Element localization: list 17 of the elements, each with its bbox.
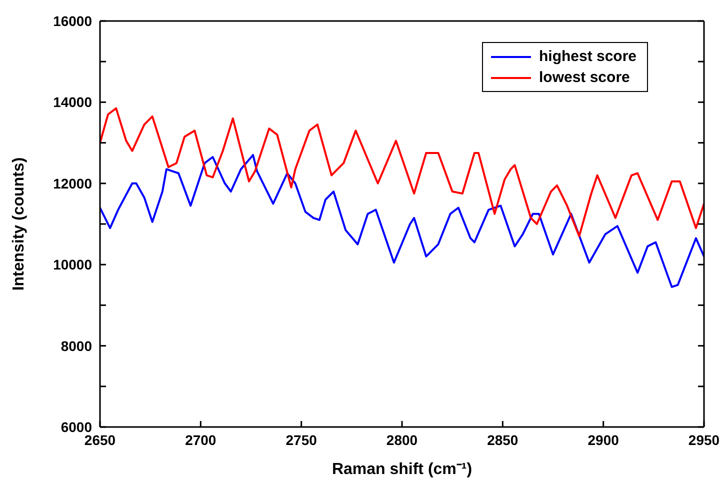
legend-label: lowest score <box>539 68 630 88</box>
y-tick-label: 10000 <box>53 256 92 273</box>
y-tick-label: 8000 <box>60 338 92 354</box>
x-tick-label: 2750 <box>286 432 318 448</box>
legend-label: highest score <box>539 47 637 67</box>
y-axis-title: Intensity (counts) <box>10 157 28 291</box>
x-tick-label: 2700 <box>185 432 216 448</box>
line-series <box>100 154 704 288</box>
y-tick-label: 16000 <box>53 12 92 29</box>
x-axis-title: Raman shift (cm⁻¹) <box>332 461 472 478</box>
x-tick-label: 2900 <box>588 432 620 448</box>
y-tick-label: 12000 <box>53 175 92 192</box>
x-tick-label: 2850 <box>487 432 518 448</box>
y-tick-label: 14000 <box>53 94 92 110</box>
x-tick-label: 2950 <box>688 432 720 448</box>
x-tick-label: 2800 <box>386 432 418 448</box>
line-series <box>100 107 704 238</box>
